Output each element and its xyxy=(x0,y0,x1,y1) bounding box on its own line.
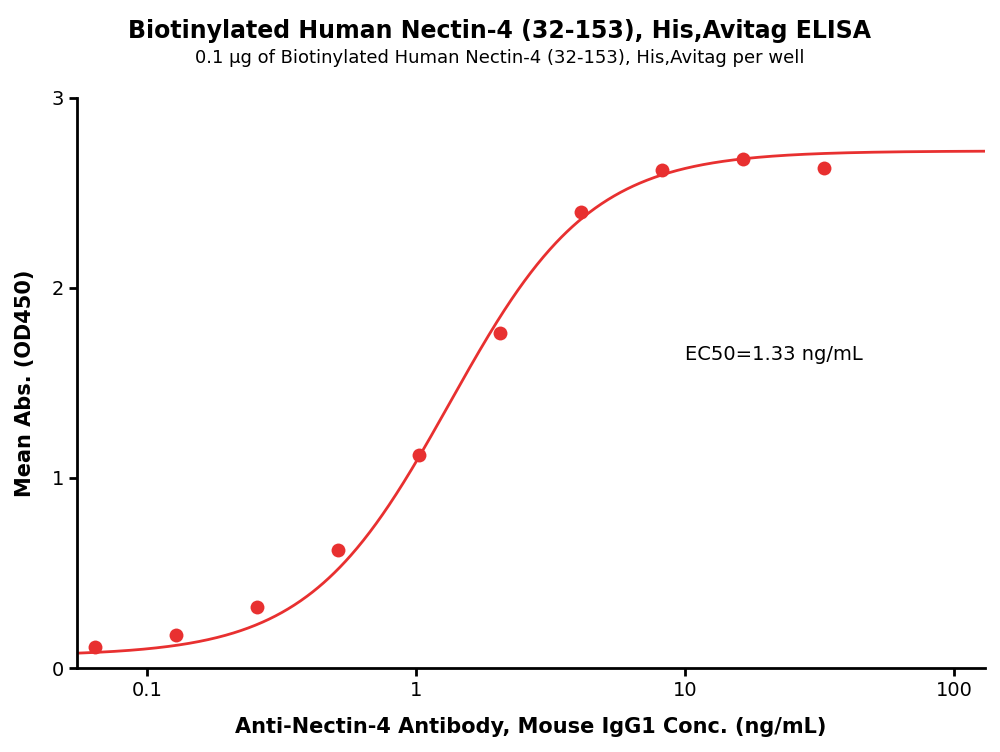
Point xyxy=(573,206,589,218)
Point xyxy=(411,449,427,461)
Point xyxy=(492,327,508,339)
X-axis label: Anti-Nectin-4 Antibody, Mouse IgG1 Conc. (ng/mL): Anti-Nectin-4 Antibody, Mouse IgG1 Conc.… xyxy=(235,717,827,737)
Text: Biotinylated Human Nectin-4 (32-153), His,Avitag ELISA: Biotinylated Human Nectin-4 (32-153), Hi… xyxy=(128,19,872,43)
Point xyxy=(249,602,265,614)
Text: 0.1 μg of Biotinylated Human Nectin-4 (32-153), His,Avitag per well: 0.1 μg of Biotinylated Human Nectin-4 (3… xyxy=(195,49,805,67)
Point xyxy=(87,641,103,653)
Point xyxy=(654,164,670,176)
Point xyxy=(168,629,184,641)
Point xyxy=(735,153,751,165)
Point xyxy=(816,162,832,174)
Y-axis label: Mean Abs. (OD450): Mean Abs. (OD450) xyxy=(15,269,35,496)
Point xyxy=(330,544,346,556)
Text: EC50=1.33 ng/mL: EC50=1.33 ng/mL xyxy=(685,345,863,364)
